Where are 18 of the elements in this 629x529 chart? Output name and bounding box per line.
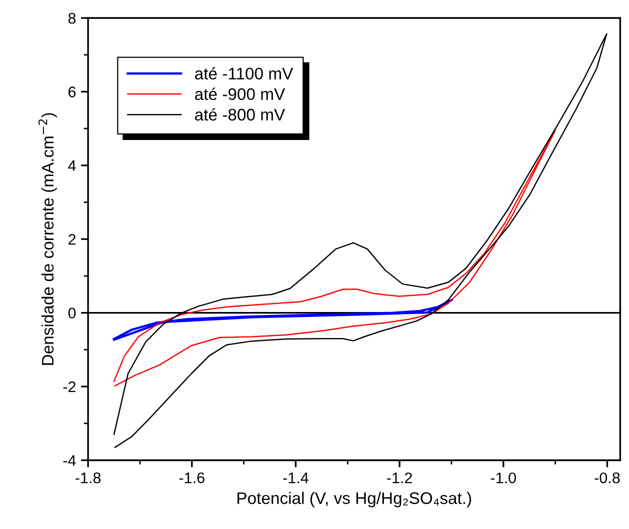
x-tick-label: -1.8 [76,472,101,484]
legend-label: até -800 mV [195,108,286,121]
x-tick-label: -1.2 [387,472,412,484]
y-tick-label: 8 [68,12,76,24]
y-tick-label: 2 [68,234,76,245]
legend-label: até -1100 mV [195,67,294,80]
y-axis-title: Densidade de corrente (mA.cm$^{−2}$) [38,113,57,365]
x-tick-label: -1.6 [179,472,204,484]
y-tick-label: 4 [68,160,76,171]
x-tick-label: -1.4 [283,472,308,484]
legend-label: até -900 mV [195,88,286,100]
y-tick-label: 6 [68,86,76,98]
y-tick-label: -2 [63,381,76,392]
x-axis-title: Potencial (V, vs Hg/Hg₂SO₄sat.) [238,492,472,508]
y-tick-label: -4 [63,455,76,466]
y-tick-label: 0 [68,308,76,318]
x-tick-label: -1.0 [490,472,516,484]
x-tick-label: -0.8 [594,472,620,484]
